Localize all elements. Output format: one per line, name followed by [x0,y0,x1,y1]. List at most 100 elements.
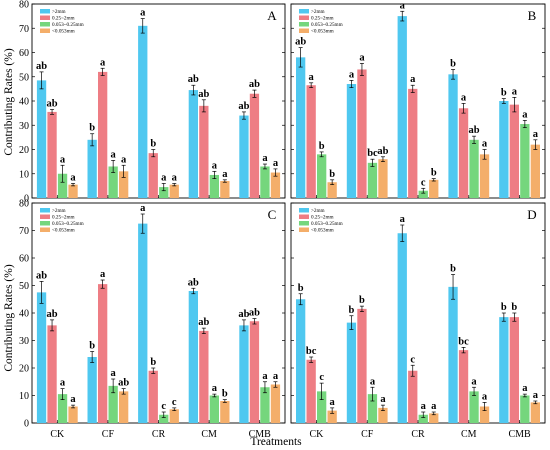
bar [169,409,179,423]
significance-label: ab [188,74,199,85]
y-tick-label: 40 [19,309,29,320]
legend-entry: <0.053mm [311,228,334,234]
significance-label: a [330,397,336,408]
legend-entry: 0.25~2mm [52,16,75,22]
legend-swatch [299,221,309,226]
legend-swatch [40,28,50,33]
bar [306,85,316,198]
legend-swatch [299,227,309,232]
legend-entry: <0.053mm [52,29,75,35]
significance-label: a [111,368,117,379]
significance-label: b [150,139,156,150]
bar [220,401,230,423]
bar [397,233,407,423]
x-tick-label: CM [461,429,477,440]
significance-label: a [533,390,539,401]
y-tick-label: 40 [19,97,29,108]
significance-label: a [111,149,117,160]
bar [357,308,367,423]
bar [138,25,148,199]
significance-label: ab [36,61,47,72]
legend-entry: 0.053~0.25mm [311,221,343,227]
y-tick-label: 20 [19,364,29,375]
bar [87,139,97,198]
significance-label: ab [47,98,58,109]
significance-label: b [319,141,325,152]
legend-swatch [40,22,50,27]
significance-label: b [298,283,304,294]
significance-label: b [329,169,335,180]
y-tick-label: 10 [19,169,29,180]
significance-label: ab [47,309,58,320]
significance-label: ab [249,308,260,319]
significance-label: ab [295,37,306,48]
significance-label: a [262,371,268,382]
x-tick-label: CF [102,429,115,440]
bar [98,284,108,423]
significance-label: a [262,153,268,164]
significance-label: a [309,72,315,83]
significance-label: ab [118,378,129,389]
significance-label: a [140,203,146,214]
bar [317,391,327,423]
bar [209,395,219,423]
significance-label: a [222,169,228,180]
bar [367,394,378,423]
bar [36,80,47,198]
bar [357,69,367,198]
significance-label: ab [469,125,480,136]
significance-label: a [161,172,167,183]
legend-entry: 0.25~2mm [52,215,75,221]
bar [378,159,388,198]
bar [239,325,249,423]
bar [408,370,418,423]
significance-label: bc [458,336,469,347]
significance-label: a [100,57,106,68]
significance-label: a [70,394,76,405]
legend-swatch [40,221,50,226]
bar [159,187,169,198]
y-tick-label: 60 [19,254,29,265]
significance-label: b [89,123,95,134]
bar [159,414,169,423]
bar [479,154,490,198]
significance-label: c [172,397,177,408]
bar [260,166,270,198]
x-tick-label: CK [50,429,65,440]
x-tick-label: CMB [249,429,272,440]
legend-swatch [299,9,309,14]
x-tick-label: CF [361,429,374,440]
significance-label: a [461,92,467,103]
bar [499,101,509,198]
y-tick-label: 10 [19,391,29,402]
significance-label: b [150,357,156,368]
significance-label: a [273,371,279,382]
significance-label: b [349,305,355,316]
bar [499,317,509,423]
significance-label: a [273,158,279,169]
significance-label: a [421,401,427,412]
bar [138,223,148,423]
significance-label: ab [249,79,260,90]
x-tick-label: CR [152,429,166,440]
bar [36,292,47,423]
bar [148,370,158,423]
significance-label: a [60,378,66,389]
bar [188,90,198,198]
x-axis-title: Treatments [250,436,302,448]
legend-swatch [299,214,309,219]
significance-label: a [370,376,376,387]
panel-letter: C [268,207,277,222]
y-tick-label: 70 [19,24,29,35]
significance-label: b [501,88,507,99]
bar [346,322,357,423]
significance-label: a [121,154,127,165]
significance-label: bc [367,148,378,159]
significance-label: ab [188,277,199,288]
bar [98,71,108,198]
